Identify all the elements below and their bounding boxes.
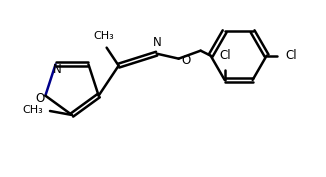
Text: Cl: Cl [220,49,231,62]
Text: CH₃: CH₃ [22,105,43,115]
Text: O: O [182,54,191,67]
Text: N: N [53,63,62,76]
Text: O: O [36,92,45,105]
Text: N: N [153,36,162,49]
Text: CH₃: CH₃ [93,31,114,41]
Text: Cl: Cl [286,49,297,62]
